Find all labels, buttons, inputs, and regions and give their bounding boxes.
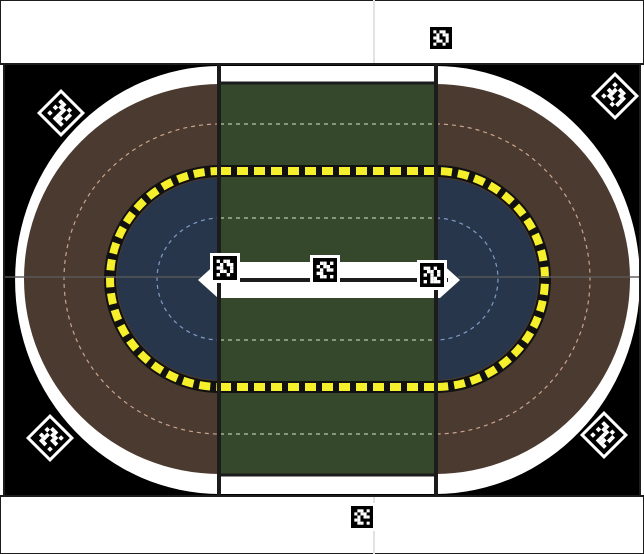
marker-infield-center — [310, 255, 340, 285]
marker-infield-right — [417, 260, 447, 290]
marker-infield-left — [210, 253, 240, 283]
marker-bottom-center — [348, 503, 376, 531]
top-margin — [0, 0, 644, 65]
marker-layer — [25, 24, 640, 531]
marker-top-left — [36, 88, 86, 138]
bottom-margin — [0, 495, 644, 554]
board-border — [3, 63, 641, 497]
marker-bottom-left — [25, 413, 75, 463]
marker-bottom-right — [579, 410, 629, 460]
marker-top-center — [427, 24, 455, 52]
marker-top-right — [590, 71, 640, 121]
